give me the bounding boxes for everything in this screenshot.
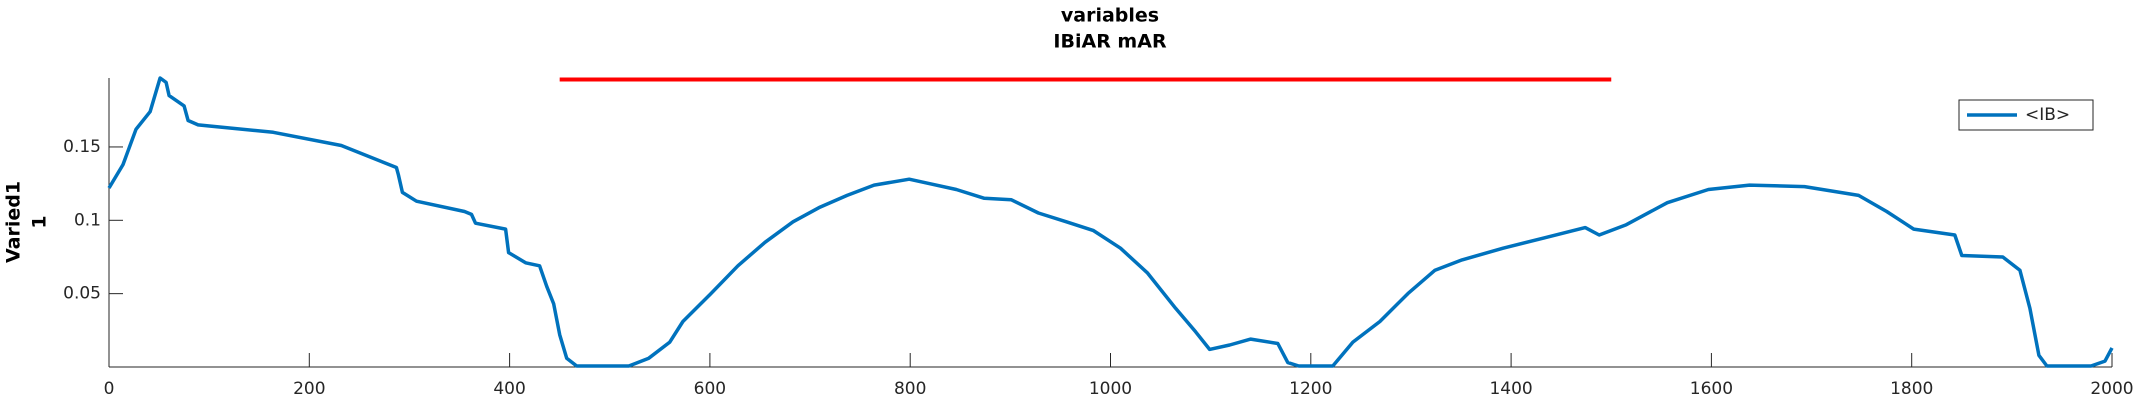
x-tick-label: 1400 <box>1489 379 1532 399</box>
x-tick-label: 400 <box>493 379 525 399</box>
x-tick-label: 1000 <box>1089 379 1132 399</box>
x-tick-label: 1200 <box>1289 379 1332 399</box>
y-axis-label: Varied1 <box>3 181 25 263</box>
x-tick-label: 1800 <box>1890 379 1933 399</box>
x-tick-label: 800 <box>894 379 926 399</box>
x-tick-label: 0 <box>104 379 115 399</box>
y-tick-label: 0.15 <box>63 137 101 157</box>
data-line <box>107 76 2114 368</box>
chart-title: IBiAR mAR <box>1053 31 1167 53</box>
x-tick-label: 1600 <box>1690 379 1733 399</box>
y-tick-label: 0.05 <box>63 284 101 304</box>
x-tick-label: 2000 <box>2090 379 2133 399</box>
x-tick-label: 600 <box>694 379 726 399</box>
y-tick-label: 0.1 <box>74 210 101 230</box>
legend-label: <IB> <box>2025 105 2070 125</box>
y-axis-label: 1 <box>29 215 51 228</box>
chart-title: variables <box>1061 5 1159 27</box>
x-tick-label: 200 <box>293 379 325 399</box>
